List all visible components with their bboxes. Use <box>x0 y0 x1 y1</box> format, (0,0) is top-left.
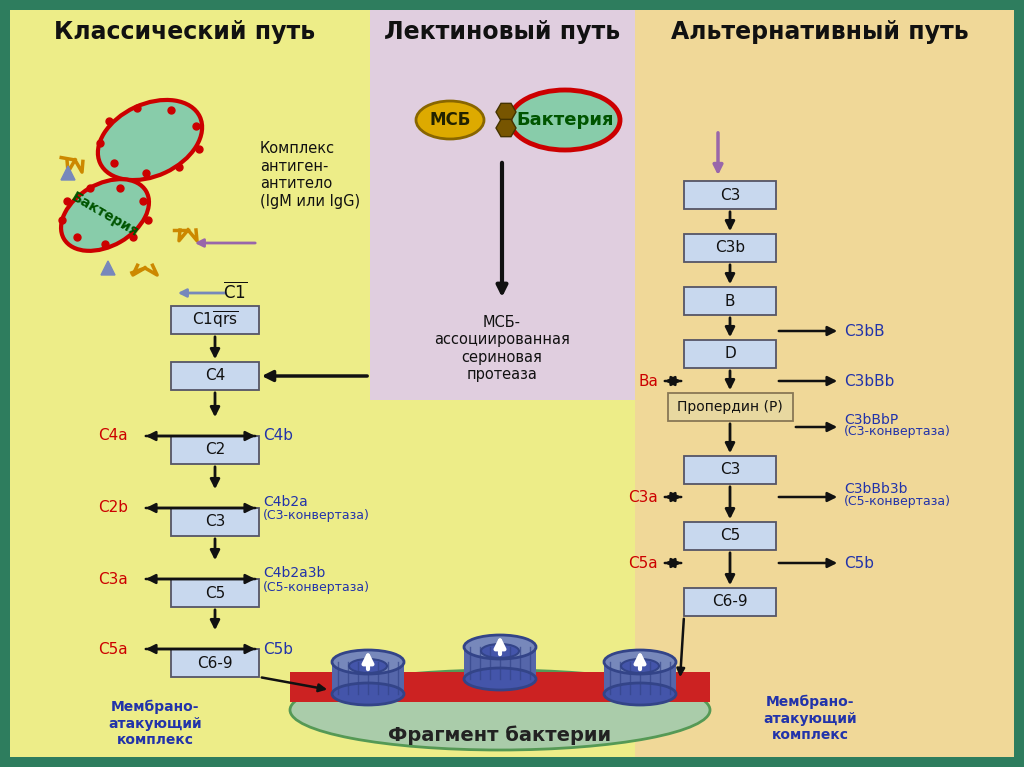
FancyBboxPatch shape <box>684 181 776 209</box>
Polygon shape <box>496 104 516 120</box>
FancyBboxPatch shape <box>464 647 536 677</box>
Text: C5b: C5b <box>263 641 293 657</box>
Ellipse shape <box>510 90 620 150</box>
Text: Альтернативный путь: Альтернативный путь <box>671 20 969 44</box>
Ellipse shape <box>98 100 202 180</box>
Polygon shape <box>101 261 115 275</box>
Ellipse shape <box>61 179 148 251</box>
Text: $\overline{\rm C1}$: $\overline{\rm C1}$ <box>223 281 247 302</box>
Text: C2b: C2b <box>98 501 128 515</box>
Text: Фрагмент бактерии: Фрагмент бактерии <box>388 726 611 745</box>
Text: C4b: C4b <box>263 429 293 443</box>
Text: C3a: C3a <box>629 489 658 505</box>
Ellipse shape <box>621 659 659 673</box>
FancyBboxPatch shape <box>171 649 259 677</box>
FancyBboxPatch shape <box>171 508 259 536</box>
Text: C4b2a3b: C4b2a3b <box>263 566 326 580</box>
Text: C4: C4 <box>205 368 225 384</box>
Text: Пропердин (P): Пропердин (P) <box>677 400 783 414</box>
Bar <box>10 10 370 757</box>
Ellipse shape <box>604 650 676 674</box>
Text: Бактерия: Бактерия <box>69 190 141 240</box>
FancyBboxPatch shape <box>684 287 776 315</box>
FancyBboxPatch shape <box>171 306 259 334</box>
Text: $\rm C1\overline{qrs}$: $\rm C1\overline{qrs}$ <box>191 309 239 331</box>
FancyBboxPatch shape <box>684 522 776 550</box>
FancyBboxPatch shape <box>684 340 776 368</box>
Text: B: B <box>725 294 735 308</box>
Text: (C3-конвертаза): (C3-конвертаза) <box>844 426 951 439</box>
Text: МСБ-
ассоциированная
сериновая
протеаза: МСБ- ассоциированная сериновая протеаза <box>434 315 570 382</box>
Text: C3bB: C3bB <box>844 324 885 338</box>
Text: C5: C5 <box>720 528 740 544</box>
Text: Мембрано-
атакующий
комплекс: Мембрано- атакующий комплекс <box>109 700 202 747</box>
FancyBboxPatch shape <box>668 393 793 421</box>
FancyBboxPatch shape <box>604 662 676 692</box>
Text: Ba: Ba <box>638 374 658 389</box>
Text: C3a: C3a <box>98 571 128 587</box>
Text: C5b: C5b <box>844 555 874 571</box>
Ellipse shape <box>290 670 710 750</box>
FancyBboxPatch shape <box>171 579 259 607</box>
Text: Бактерия: Бактерия <box>516 111 613 129</box>
Text: Лектиновый путь: Лектиновый путь <box>384 20 621 44</box>
FancyBboxPatch shape <box>171 362 259 390</box>
Text: C6-9: C6-9 <box>712 594 748 610</box>
Ellipse shape <box>332 683 404 705</box>
FancyBboxPatch shape <box>290 672 710 702</box>
Bar <box>635 10 1014 757</box>
Text: D: D <box>724 347 736 361</box>
Text: Комплекс
антиген-
антитело
(IgM или IgG): Комплекс антиген- антитело (IgM или IgG) <box>260 141 360 209</box>
Bar <box>370 400 635 757</box>
FancyBboxPatch shape <box>684 456 776 484</box>
Ellipse shape <box>349 659 387 673</box>
Text: (C5-конвертаза): (C5-конвертаза) <box>844 495 951 508</box>
FancyBboxPatch shape <box>684 588 776 616</box>
Polygon shape <box>61 166 75 180</box>
Text: C4a: C4a <box>98 429 128 443</box>
FancyBboxPatch shape <box>684 234 776 262</box>
Ellipse shape <box>464 668 536 690</box>
Text: C3: C3 <box>720 187 740 202</box>
Ellipse shape <box>416 101 484 139</box>
Text: C3bBb3b: C3bBb3b <box>844 482 907 496</box>
Text: Классический путь: Классический путь <box>54 20 315 44</box>
Text: C2: C2 <box>205 443 225 457</box>
Text: C5a: C5a <box>629 555 658 571</box>
Text: МСБ: МСБ <box>429 111 471 129</box>
Text: C3b: C3b <box>715 241 745 255</box>
Text: (C5-конвертаза): (C5-конвертаза) <box>263 581 370 594</box>
FancyBboxPatch shape <box>171 436 259 464</box>
Text: C4b2a: C4b2a <box>263 495 308 509</box>
Text: C5: C5 <box>205 585 225 601</box>
Ellipse shape <box>464 635 536 659</box>
Ellipse shape <box>481 644 519 658</box>
FancyBboxPatch shape <box>332 662 404 692</box>
Ellipse shape <box>332 650 404 674</box>
Text: C6-9: C6-9 <box>198 656 232 670</box>
Text: C3bBb: C3bBb <box>844 374 894 389</box>
Text: (C3-конвертаза): (C3-конвертаза) <box>263 509 370 522</box>
Ellipse shape <box>604 683 676 705</box>
Polygon shape <box>496 120 516 137</box>
Bar <box>370 10 635 400</box>
Text: C5a: C5a <box>98 641 128 657</box>
Text: C3: C3 <box>720 463 740 478</box>
Text: C3bBbP: C3bBbP <box>844 413 898 427</box>
Text: Мембрано-
атакующий
комплекс: Мембрано- атакующий комплекс <box>763 695 857 742</box>
Text: C3: C3 <box>205 515 225 529</box>
